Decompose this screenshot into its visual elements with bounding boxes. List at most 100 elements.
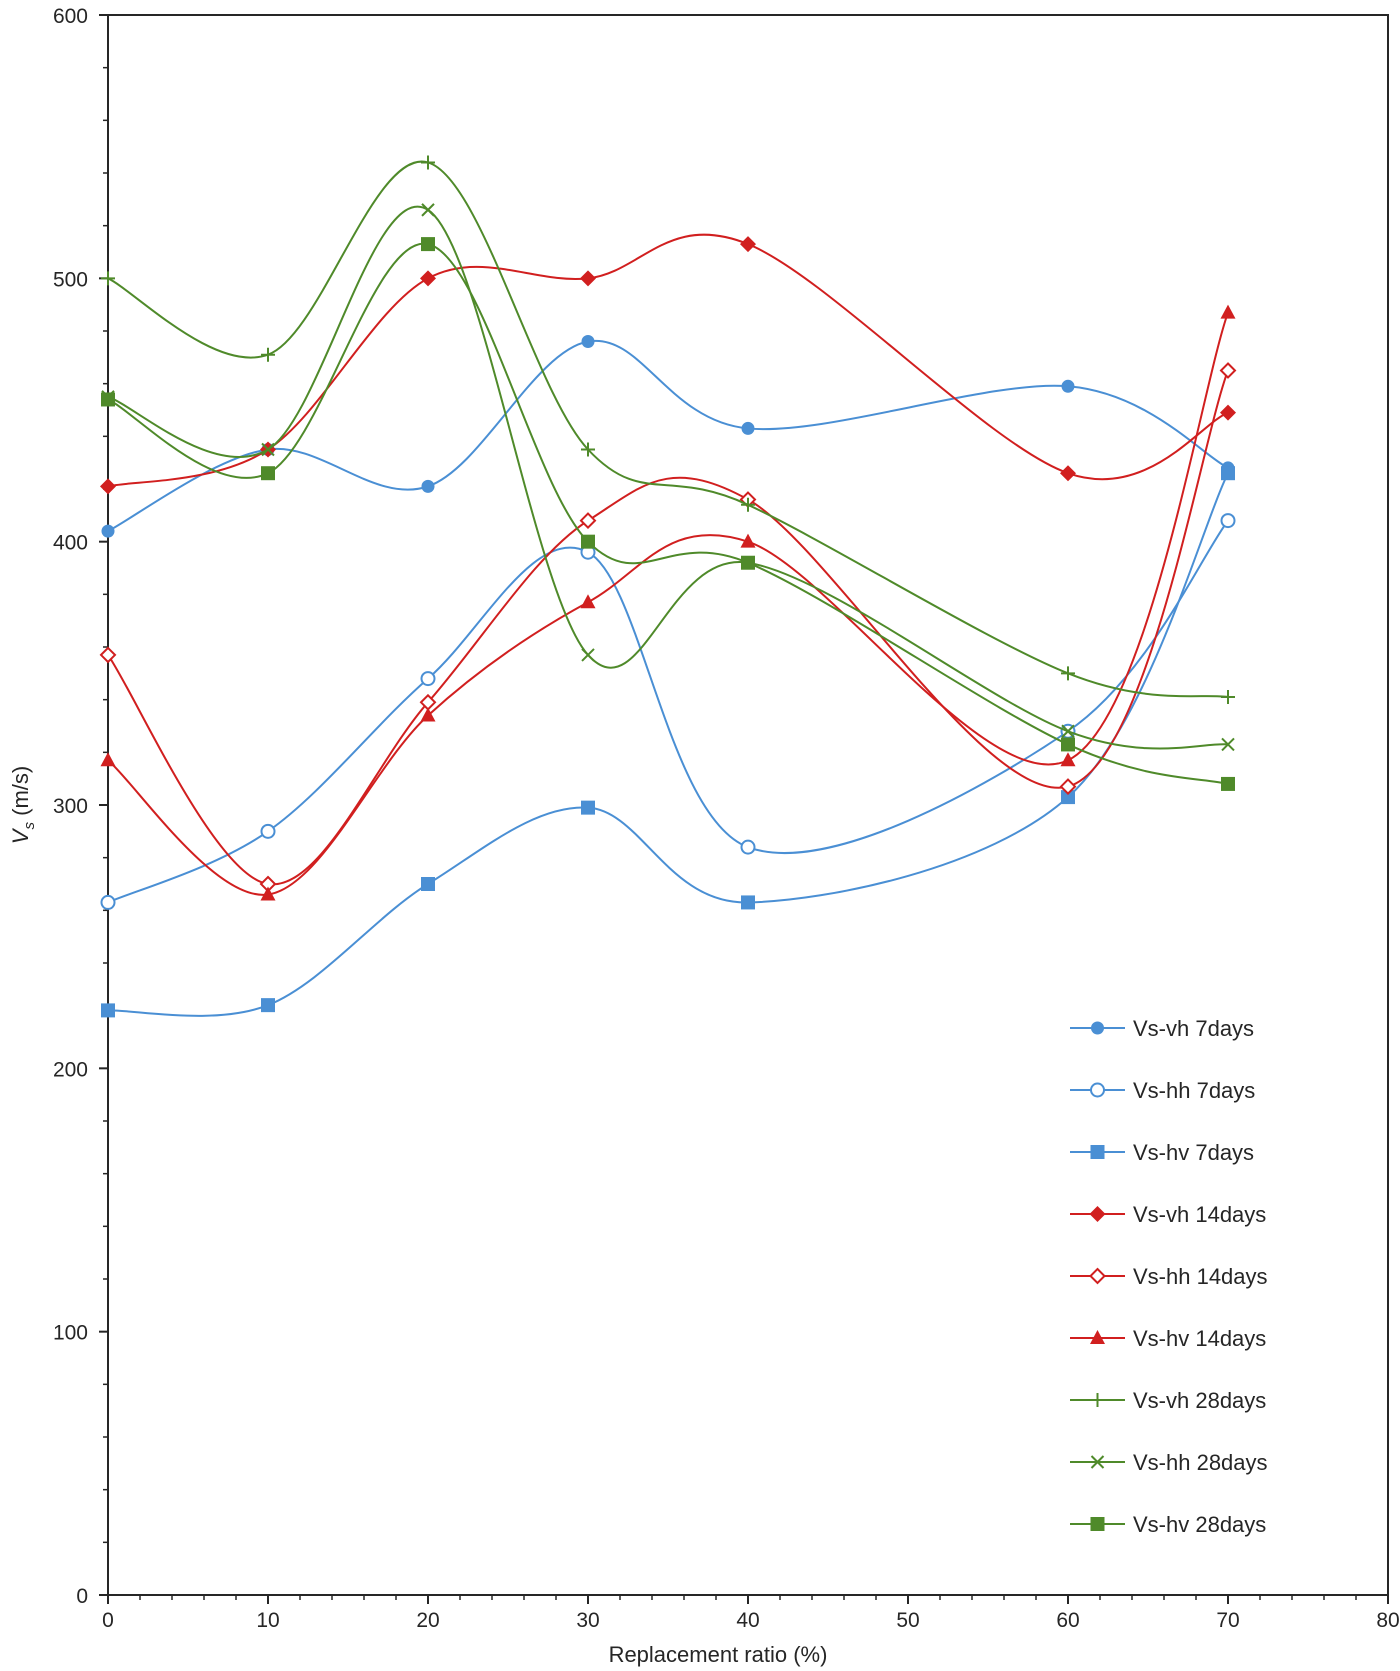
legend-entry: Vs-hv 7days xyxy=(1070,1140,1254,1165)
data-point xyxy=(1059,778,1077,795)
series-vs-hv-28days xyxy=(101,237,1235,791)
data-point xyxy=(261,442,275,457)
data-point xyxy=(581,534,595,549)
legend-marker xyxy=(1090,1082,1105,1098)
legend-marker xyxy=(1090,1330,1105,1344)
data-point xyxy=(579,512,597,530)
series-line xyxy=(107,472,1229,1017)
legend-entry: Vs-hh 7days xyxy=(1070,1078,1255,1103)
legend-label: Vs-vh 28days xyxy=(1133,1388,1266,1413)
data-point xyxy=(581,648,595,662)
legend-entry: Vs-vh 28days xyxy=(1070,1388,1266,1413)
data-point xyxy=(100,752,116,767)
x-tick-label: 40 xyxy=(736,1609,759,1632)
series-line xyxy=(107,160,1229,699)
x-tick-label: 60 xyxy=(1056,1609,1079,1632)
x-tick-label: 20 xyxy=(416,1609,439,1632)
legend-marker xyxy=(1090,1517,1105,1531)
data-point xyxy=(1061,790,1075,805)
x-tick-label: 80 xyxy=(1376,1609,1399,1632)
series-line xyxy=(107,370,1229,886)
x-tick-label: 10 xyxy=(256,1609,279,1632)
series-vs-hv-14days xyxy=(100,304,1236,901)
data-point xyxy=(101,524,115,538)
data-point xyxy=(260,823,276,839)
data-point xyxy=(1061,724,1075,738)
legend-marker xyxy=(1090,1393,1105,1407)
legend-label: Vs-vh 7days xyxy=(1133,1016,1254,1041)
x-tick-label: 30 xyxy=(576,1609,599,1632)
data-point xyxy=(741,497,755,512)
data-point xyxy=(421,479,435,493)
series-vs-vh-28days xyxy=(101,155,1235,705)
data-point xyxy=(580,270,596,287)
x-tick-label: 50 xyxy=(896,1609,919,1632)
legend-label: Vs-hv 7days xyxy=(1133,1140,1254,1165)
data-point xyxy=(741,895,755,910)
data-point xyxy=(1061,737,1075,752)
series-line xyxy=(107,243,1229,785)
series-line xyxy=(107,312,1229,896)
series-layer xyxy=(99,155,1237,1018)
data-point xyxy=(420,707,436,722)
y-axis: 0 100 200 300 400 500 600 xyxy=(53,5,108,1608)
data-point xyxy=(581,335,595,349)
data-point xyxy=(740,236,756,253)
y-axis-title: Vs (m/s) xyxy=(8,766,38,844)
legend-marker xyxy=(1089,1267,1106,1285)
y-axis-title-symbol: V xyxy=(8,827,33,844)
legend-label: Vs-hh 7days xyxy=(1133,1078,1255,1103)
data-point xyxy=(100,478,116,495)
data-point xyxy=(101,271,115,286)
data-point xyxy=(1219,362,1237,379)
legend-entry: Vs-vh 14days xyxy=(1070,1202,1266,1227)
y-tick-label: 100 xyxy=(53,1322,88,1345)
series-line xyxy=(107,519,1229,904)
y-axis-title-unit: (m/s) xyxy=(8,766,33,822)
data-point xyxy=(99,646,117,664)
data-point xyxy=(740,533,756,548)
series-vs-hh-7days xyxy=(100,513,1236,910)
y-tick-label: 200 xyxy=(53,1058,88,1081)
y-tick-label: 0 xyxy=(76,1585,88,1608)
data-point xyxy=(421,203,435,217)
data-point xyxy=(1060,752,1076,767)
data-point xyxy=(740,839,756,855)
legend-marker xyxy=(1089,1206,1106,1222)
data-point xyxy=(1220,304,1236,319)
y-axis-title-subscript: s xyxy=(21,822,38,830)
x-axis-title: Replacement ratio (%) xyxy=(609,1642,828,1667)
series-line xyxy=(107,339,1229,533)
legend-entry: Vs-hv 14days xyxy=(1070,1326,1266,1351)
y-tick-label: 600 xyxy=(53,5,88,28)
data-point xyxy=(101,392,115,407)
y-tick-label: 400 xyxy=(53,532,88,555)
data-point xyxy=(261,466,275,481)
legend-entry: Vs-hv 28days xyxy=(1070,1512,1266,1537)
data-point xyxy=(741,421,755,435)
data-point xyxy=(581,442,595,457)
series-vs-hh-28days xyxy=(101,203,1235,752)
x-tick-label: 70 xyxy=(1216,1609,1239,1632)
y-tick-label: 300 xyxy=(53,795,88,818)
legend-label: Vs-hv 14days xyxy=(1133,1326,1266,1351)
data-point xyxy=(1061,666,1075,681)
data-point xyxy=(1221,466,1235,481)
legend-entry: Vs-vh 7days xyxy=(1070,1016,1254,1041)
series-vs-hh-14days xyxy=(99,362,1237,893)
legend: Vs-vh 7days Vs-hh 7days Vs-hv 7days Vs-vh 1… xyxy=(1070,1016,1268,1537)
data-point xyxy=(261,347,275,362)
legend-marker xyxy=(1090,1145,1105,1159)
data-point xyxy=(100,894,116,910)
data-point xyxy=(581,800,595,815)
series-vs-vh-7days xyxy=(101,335,1235,538)
data-point xyxy=(261,998,275,1013)
data-point xyxy=(1220,513,1236,529)
data-point xyxy=(420,671,436,687)
legend-label: Vs-hv 28days xyxy=(1133,1512,1266,1537)
data-point xyxy=(260,886,276,901)
data-point xyxy=(1220,404,1236,421)
data-point xyxy=(1061,379,1075,393)
data-point xyxy=(1221,776,1235,791)
